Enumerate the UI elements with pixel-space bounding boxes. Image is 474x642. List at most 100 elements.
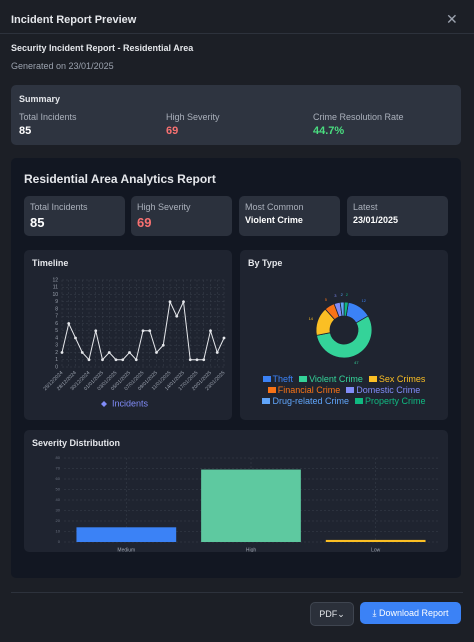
legend-swatch [267, 387, 276, 393]
bar [325, 539, 426, 542]
generated-date: Generated on 23/01/2025 [11, 61, 114, 71]
y-tick-label: 6 [55, 321, 58, 327]
modal-title: Incident Report Preview [11, 14, 137, 26]
pie-slice [343, 301, 349, 317]
card-label: Total Incidents [30, 202, 88, 212]
legend-label: Property Crime [365, 396, 426, 406]
point [155, 351, 158, 354]
y-tick-label: 70 [56, 466, 61, 471]
legend-label: Drug-related Crime [272, 396, 349, 406]
format-select[interactable]: PDF⌄ [310, 602, 354, 626]
point [121, 358, 125, 362]
chart: 012345678910111225/12/202428/12/202430/1… [42, 277, 226, 408]
point [202, 358, 206, 362]
point [101, 358, 104, 362]
summary-value: 69 [166, 125, 179, 137]
chart-panel: Timeline 0 1 2 3 4 5 6 7 8 9 10 11 12 25/12/2024 28/12/… [24, 250, 232, 420]
point [94, 329, 98, 333]
point [168, 300, 172, 304]
point [215, 351, 219, 354]
legend-item: Financial Crime [267, 385, 341, 395]
summary-value: 44.7% [313, 125, 345, 137]
stat-card: High Severity 69 [131, 196, 232, 236]
legend-label: Financial Crime [277, 385, 341, 395]
point [80, 351, 84, 354]
legend-label: Sex Crimes [378, 374, 426, 384]
point [87, 358, 91, 362]
download-label: Download Report [378, 608, 449, 618]
y-tick-label: 5 [55, 328, 58, 334]
point [74, 336, 77, 340]
slice-label: 47 [354, 360, 359, 365]
y-tick-label: 20 [56, 518, 61, 523]
divider [11, 592, 463, 593]
card-label: High Severity [137, 202, 191, 212]
legend-swatch [262, 376, 271, 382]
stat-card: Most Common Violent Crime [239, 196, 340, 236]
point [161, 343, 165, 347]
point [114, 358, 118, 362]
slice-label: 2 [346, 292, 349, 297]
legend-swatch [355, 398, 363, 404]
point [175, 314, 179, 318]
y-tick-label: 30 [56, 508, 61, 513]
y-tick-label: 1 [55, 357, 58, 363]
legend-label: Domestic Crime [356, 385, 421, 395]
legend: Theft Violent Crime Sex Crimes Financial Cr… [254, 374, 434, 406]
y-tick-label: 4 [55, 335, 58, 341]
divider [0, 33, 474, 34]
legend-swatch [346, 387, 355, 393]
card-value: 23/01/2025 [353, 215, 399, 225]
point [148, 329, 152, 333]
legend-item: Violent Crime [299, 374, 363, 384]
y-tick-label: 8 [55, 306, 58, 312]
point [182, 300, 185, 304]
legend-label: Theft [272, 374, 294, 384]
point [67, 322, 71, 325]
stat-card: Total Incidents 85 [24, 196, 125, 236]
y-tick-label: 0 [55, 364, 58, 370]
card-value: Violent Crime [245, 215, 303, 225]
download-button[interactable]: ⤓ Download Report [360, 602, 461, 624]
y-tick-label: 80 [56, 455, 61, 460]
chart-title: Timeline [32, 258, 69, 268]
legend-item: Domestic Crime [346, 385, 420, 395]
chart-panel: By Type 12 47 14 5 3 2 2 Theft Violent Crime Sex C… [240, 250, 448, 420]
y-tick-label: 3 [55, 343, 58, 349]
chart-title: By Type [248, 258, 283, 268]
y-tick-label: 10 [52, 292, 58, 298]
pie-slice [316, 315, 373, 359]
point [222, 336, 226, 340]
chart-panel: Severity Distribution 0 10 20 30 40 50 60 70 80 Me… [24, 430, 448, 552]
y-tick-label: 7 [55, 314, 58, 320]
summary-heading: Summary [19, 94, 61, 104]
card-value: 85 [30, 215, 45, 230]
point [128, 351, 131, 354]
x-tick-label: Medium [117, 547, 135, 552]
point [209, 329, 212, 333]
y-tick-label: 10 [56, 529, 61, 534]
point [141, 329, 145, 333]
bar [76, 527, 177, 542]
y-tick-label: 2 [55, 350, 58, 356]
y-tick-label: 9 [55, 299, 58, 305]
stat-card: Latest 23/01/2025 [347, 196, 448, 236]
slice-label: 3 [334, 293, 337, 298]
y-tick-label: 50 [56, 487, 61, 492]
slice-label: 12 [362, 298, 367, 303]
legend-item: Sex Crimes [368, 374, 426, 384]
y-tick-label: 11 [53, 285, 58, 291]
point [60, 351, 64, 354]
x-tick-label: High [246, 547, 257, 552]
legend-item: Drug-related Crime [262, 396, 349, 406]
slice-label: 5 [325, 297, 328, 302]
summary-label: High Severity [166, 112, 220, 122]
y-tick-label: 40 [56, 497, 61, 502]
summary-label: Total Incidents [19, 112, 77, 122]
point [188, 358, 192, 362]
close-button[interactable]: ✕ [446, 11, 458, 27]
card-label: Latest [353, 202, 378, 212]
summary-box: Summary Total Incidents 85 High Severity 69… [11, 85, 461, 145]
